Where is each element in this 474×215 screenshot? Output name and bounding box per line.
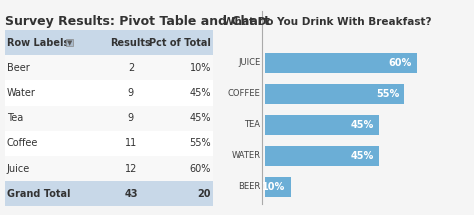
- FancyBboxPatch shape: [5, 80, 213, 106]
- Bar: [265, 115, 379, 135]
- Text: 45%: 45%: [351, 151, 374, 161]
- Text: 2: 2: [128, 63, 134, 73]
- FancyBboxPatch shape: [5, 181, 213, 206]
- Bar: [265, 84, 404, 104]
- Text: Water: Water: [7, 88, 36, 98]
- Text: Pct of Total: Pct of Total: [149, 38, 211, 48]
- Text: 60%: 60%: [190, 164, 211, 174]
- Text: 55%: 55%: [190, 138, 211, 148]
- FancyBboxPatch shape: [5, 106, 213, 131]
- Text: COFFEE: COFFEE: [228, 89, 260, 98]
- Text: Tea: Tea: [7, 113, 23, 123]
- FancyBboxPatch shape: [5, 30, 213, 55]
- Text: 12: 12: [125, 164, 137, 174]
- Text: BEER: BEER: [238, 182, 260, 191]
- Text: Row Labels: Row Labels: [7, 38, 69, 48]
- Text: 10%: 10%: [263, 182, 286, 192]
- Text: ▼: ▼: [67, 40, 72, 46]
- Text: Survey Results: Pivot Table and Chart: Survey Results: Pivot Table and Chart: [5, 15, 270, 28]
- Text: 20: 20: [198, 189, 211, 199]
- FancyBboxPatch shape: [5, 55, 213, 80]
- Text: Beer: Beer: [7, 63, 29, 73]
- Text: Coffee: Coffee: [7, 138, 38, 148]
- Text: 45%: 45%: [190, 113, 211, 123]
- Text: JUICE: JUICE: [238, 58, 260, 67]
- Text: 43: 43: [124, 189, 137, 199]
- Text: What Do You Drink With Breakfast?: What Do You Drink With Breakfast?: [223, 17, 431, 27]
- Text: 45%: 45%: [351, 120, 374, 130]
- Bar: [265, 146, 379, 166]
- Text: Results: Results: [110, 38, 151, 48]
- Text: 55%: 55%: [376, 89, 400, 99]
- Text: Juice: Juice: [7, 164, 30, 174]
- Text: 11: 11: [125, 138, 137, 148]
- FancyBboxPatch shape: [5, 156, 213, 181]
- Text: TEA: TEA: [245, 120, 260, 129]
- Text: 9: 9: [128, 113, 134, 123]
- Text: WATER: WATER: [231, 151, 260, 160]
- Text: 45%: 45%: [190, 88, 211, 98]
- Bar: [265, 177, 291, 197]
- Text: 10%: 10%: [190, 63, 211, 73]
- Text: Grand Total: Grand Total: [7, 189, 70, 199]
- Bar: [265, 53, 417, 73]
- Text: 60%: 60%: [389, 58, 412, 68]
- Text: 9: 9: [128, 88, 134, 98]
- FancyBboxPatch shape: [5, 131, 213, 156]
